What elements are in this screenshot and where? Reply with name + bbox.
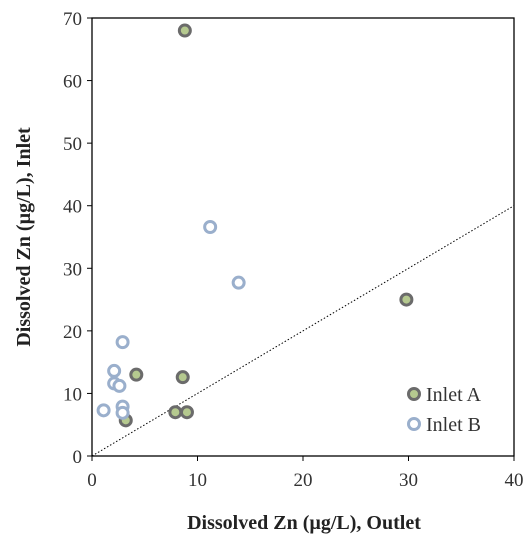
point-inlet-b <box>96 403 111 418</box>
point-inlet-b <box>112 378 127 393</box>
legend-label-inlet-a: Inlet A <box>426 384 482 406</box>
point-inlet-a <box>175 370 190 385</box>
x-tick-label: 20 <box>294 470 313 491</box>
y-tick-label: 60 <box>63 72 82 93</box>
legend: Inlet A Inlet B <box>407 384 482 436</box>
y-tick-label: 10 <box>63 384 82 405</box>
point-inlet-a <box>177 23 192 38</box>
point-inlet-b <box>231 275 246 290</box>
y-axis-title: Dissolved Zn (µg/L), Inlet <box>13 127 35 347</box>
point-inlet-b <box>203 219 218 234</box>
reference-line-layer <box>91 205 515 457</box>
points-layer <box>96 23 414 428</box>
point-inlet-b <box>107 363 122 378</box>
point-inlet-a <box>399 292 414 307</box>
point-inlet-a <box>168 405 183 420</box>
legend-marker-inlet-b <box>407 417 421 431</box>
legend-marker-inlet-a <box>407 387 421 401</box>
x-tick-label: 0 <box>87 470 97 491</box>
y-tick-label: 40 <box>63 197 82 218</box>
y-tick-label: 30 <box>63 259 82 280</box>
x-tick-label: 40 <box>505 470 524 491</box>
one-to-one-line <box>91 205 515 457</box>
y-tick-label: 0 <box>73 447 83 468</box>
x-tick-label: 10 <box>188 470 207 491</box>
x-axis-title: Dissolved Zn (µg/L), Outlet <box>187 512 421 534</box>
point-inlet-a <box>179 405 194 420</box>
point-inlet-b <box>115 335 130 350</box>
y-tick-label: 50 <box>63 134 82 155</box>
y-tick-label: 20 <box>63 322 82 343</box>
legend-label-inlet-b: Inlet B <box>426 414 481 436</box>
y-tick-label: 70 <box>63 9 82 30</box>
ticks-layer: 0 10 20 30 40 0 10 20 30 40 50 60 70 <box>63 9 524 491</box>
point-inlet-a <box>129 367 144 382</box>
x-tick-label: 30 <box>399 470 418 491</box>
point-inlet-b <box>115 405 130 420</box>
